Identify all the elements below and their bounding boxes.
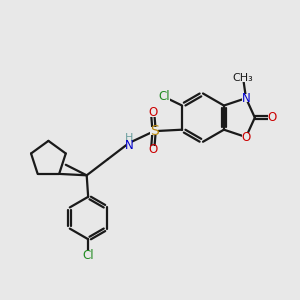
Text: O: O bbox=[268, 111, 277, 124]
FancyBboxPatch shape bbox=[157, 92, 170, 101]
FancyBboxPatch shape bbox=[268, 113, 277, 122]
FancyBboxPatch shape bbox=[148, 146, 157, 153]
Text: O: O bbox=[148, 143, 157, 156]
FancyBboxPatch shape bbox=[82, 251, 95, 260]
Text: CH₃: CH₃ bbox=[233, 73, 254, 82]
Text: N: N bbox=[125, 140, 134, 152]
FancyBboxPatch shape bbox=[148, 109, 157, 117]
FancyBboxPatch shape bbox=[150, 127, 158, 135]
Text: O: O bbox=[242, 130, 250, 143]
Text: S: S bbox=[150, 124, 158, 138]
FancyBboxPatch shape bbox=[235, 74, 251, 82]
Text: N: N bbox=[242, 92, 250, 105]
Text: Cl: Cl bbox=[158, 90, 169, 103]
Text: H: H bbox=[125, 133, 133, 142]
Text: Cl: Cl bbox=[82, 249, 94, 262]
FancyBboxPatch shape bbox=[126, 139, 132, 147]
Text: O: O bbox=[148, 106, 157, 119]
FancyBboxPatch shape bbox=[242, 94, 250, 102]
FancyBboxPatch shape bbox=[242, 133, 250, 141]
